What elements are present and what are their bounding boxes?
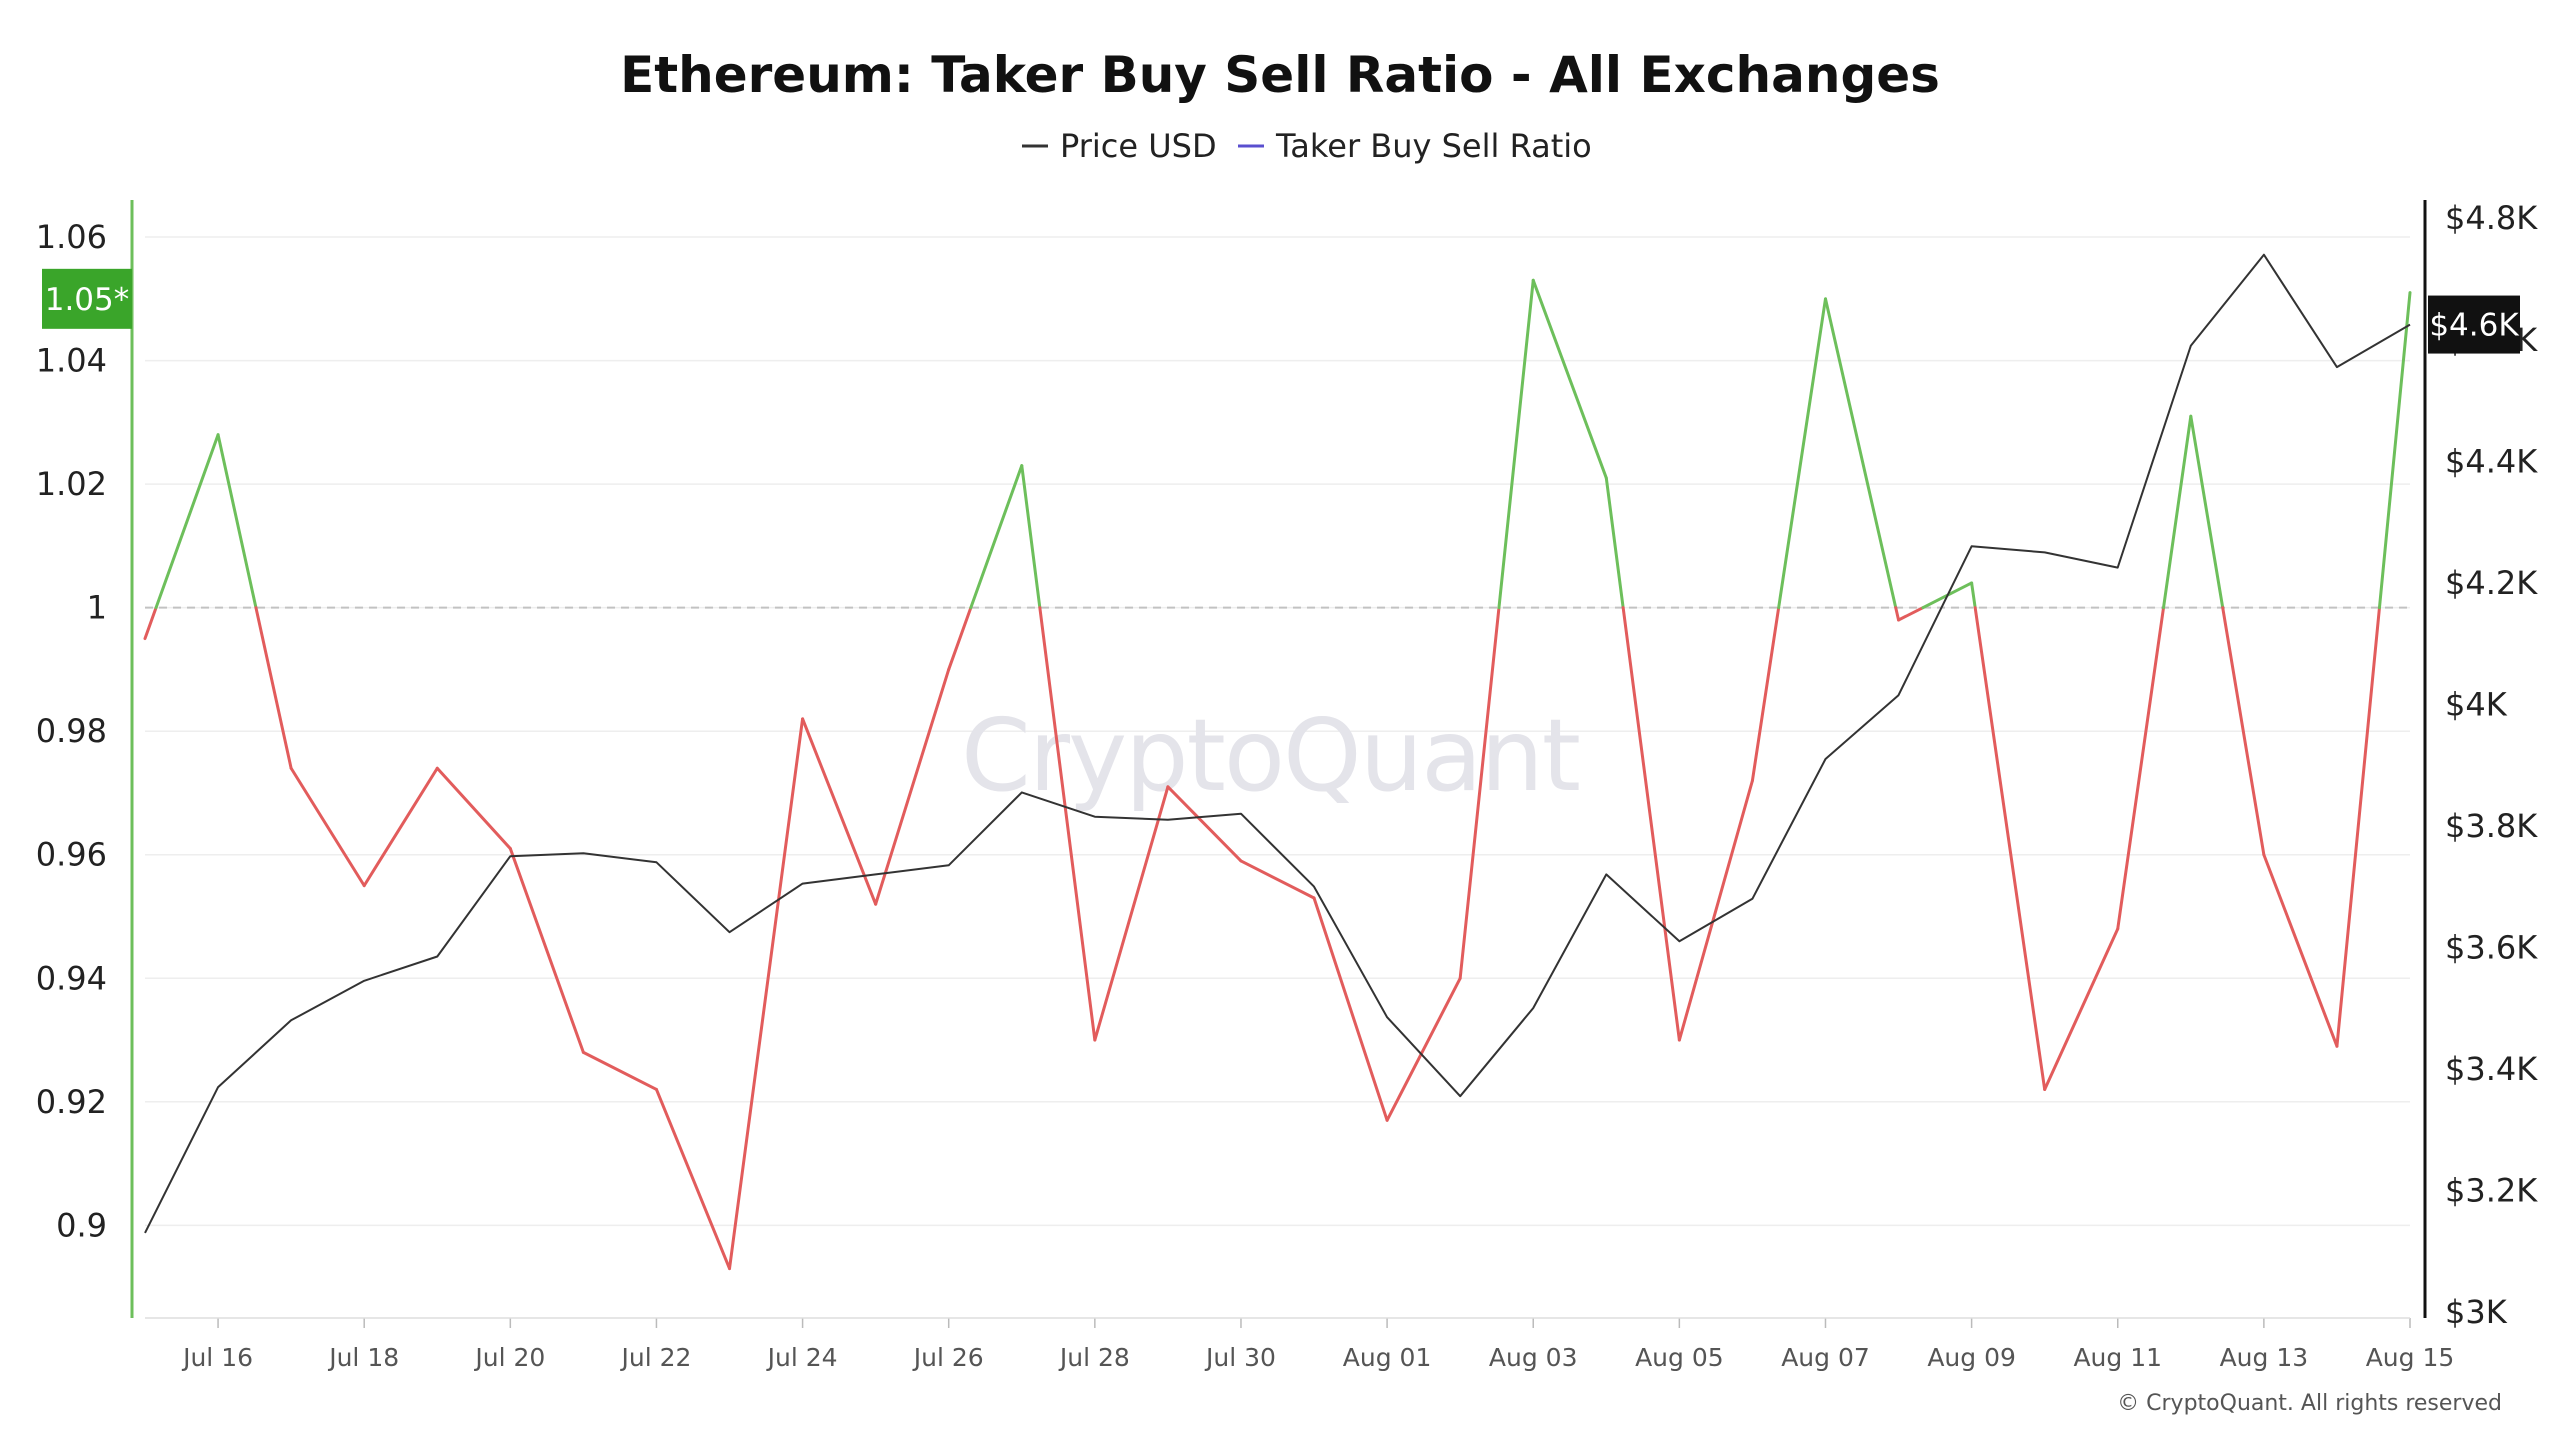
ratio-line-segment — [2262, 853, 2339, 1048]
x-axis-tick-label: Jul 20 — [473, 1343, 545, 1372]
ratio-line-segment — [143, 606, 158, 641]
left-axis-tick-label: 1.02 — [36, 465, 107, 503]
ratio-line-segment — [508, 847, 585, 1054]
x-axis-tick-label: Aug 03 — [1489, 1343, 1578, 1372]
left-axis-tick-label: 0.98 — [36, 712, 107, 750]
left-axis-tick-label: 0.96 — [36, 836, 107, 874]
x-axis-tick-label: Jul 26 — [912, 1343, 984, 1372]
ratio-line-segment — [969, 464, 1024, 610]
ratio-line-segment — [1166, 785, 1243, 863]
ratio-line-segment — [581, 1050, 658, 1091]
right-axis-tick-label: $3K — [2445, 1293, 2508, 1331]
left-current-value-badge — [42, 268, 132, 329]
ratio-line-segment — [1894, 606, 1901, 622]
left-axis-tick-label: 0.9 — [56, 1206, 107, 1244]
ratio-line-segment — [728, 717, 805, 1271]
left-current-value-label: 1.05* — [45, 282, 130, 318]
x-axis-tick-label: Jul 22 — [619, 1343, 691, 1372]
ratio-line-segment — [2189, 414, 2225, 610]
x-axis-tick-label: Jul 18 — [327, 1343, 399, 1372]
legend-label-ratio: Taker Buy Sell Ratio — [1275, 127, 1592, 165]
legend-label-price: Price USD — [1060, 127, 1217, 165]
right-axis-tick-label: $3.6K — [2445, 928, 2538, 966]
x-axis-tick-label: Aug 01 — [1343, 1343, 1432, 1372]
chart-title: Ethereum: Taker Buy Sell Ratio - All Exc… — [620, 46, 1940, 104]
ratio-line-segment — [1621, 606, 1681, 1042]
ratio-line-segment — [2377, 291, 2412, 610]
ratio-line-segment — [254, 606, 293, 770]
x-axis-tick-label: Jul 28 — [1058, 1343, 1130, 1372]
ratio-line-segment — [2043, 927, 2120, 1091]
ratio-line-segment — [154, 433, 220, 610]
ratio-line-segment — [1385, 976, 1462, 1122]
ratio-line-segment — [1312, 896, 1389, 1122]
ratio-line-segment — [1604, 476, 1625, 610]
x-axis-tick-label: Aug 11 — [2073, 1343, 2162, 1372]
ratio-line-segment — [1823, 297, 1898, 610]
ratio-line-segment — [1020, 464, 1042, 610]
ratio-line-segment — [1677, 779, 1754, 1042]
ratio-line-segment — [1038, 606, 1097, 1042]
legend-item-ratio[interactable]: Taker Buy Sell Ratio — [1238, 127, 1592, 165]
right-axis-tick-label: $3.4K — [2445, 1050, 2538, 1088]
ratio-line-segment — [1531, 278, 1608, 480]
ratio-line-segment — [216, 433, 258, 610]
left-axis-tick-label: 1.06 — [36, 218, 107, 256]
x-axis-tick-label: Aug 09 — [1927, 1343, 2016, 1372]
badge-layer: 1.05* $4.6K — [42, 268, 2520, 354]
x-axis-tick-label: Jul 30 — [1204, 1343, 1276, 1372]
price-line — [144, 253, 2411, 1234]
right-axis-tick-label: $4.8K — [2445, 199, 2538, 237]
ratio-line-segment — [1777, 297, 1827, 610]
ticks-layer: 0.9 0.92 0.94 0.96 0.98 1 1.02 1.04 1.06 $3K $3.2K… — [36, 199, 2539, 1372]
legend: Price USD Taker Buy Sell Ratio — [1022, 127, 1592, 165]
legend-item-price[interactable]: Price USD — [1022, 127, 1217, 165]
ratio-line-segment — [1970, 581, 1977, 610]
ratio-line-segment — [2335, 606, 2381, 1048]
ratio-line-segment — [1497, 278, 1535, 610]
ratio-line-segment — [2162, 414, 2193, 610]
ratio-line-segment — [1750, 606, 1781, 783]
x-axis-tick-label: Aug 05 — [1635, 1343, 1724, 1372]
ratio-line-segment — [947, 606, 973, 671]
left-axis-tick-label: 0.94 — [36, 959, 107, 997]
ratio-line-segment — [654, 1087, 732, 1271]
right-current-value-label: $4.6K — [2429, 308, 2519, 344]
right-axis-tick-label: $3.8K — [2445, 807, 2538, 845]
right-axis-tick-label: $4K — [2445, 685, 2508, 723]
ratio-line-segment — [1973, 606, 2047, 1091]
ratio-line-segment — [362, 766, 439, 888]
axes-layer — [130, 200, 2427, 1328]
right-axis-tick-label: $4.2K — [2445, 564, 2538, 602]
left-axis-tick-label: 1.04 — [36, 342, 107, 380]
right-axis-tick-label: $4.4K — [2445, 442, 2538, 480]
ratio-line-segment — [1897, 606, 1925, 622]
ratio-line-segment — [1093, 785, 1170, 1042]
ratio-line-segment — [874, 667, 951, 906]
right-current-value-badge — [2428, 295, 2520, 354]
ratio-line-segment — [1458, 606, 1501, 980]
x-axis-tick-label: Aug 07 — [1781, 1343, 1870, 1372]
x-axis-tick-label: Jul 16 — [181, 1343, 253, 1372]
right-axis-tick-label: $3.2K — [2445, 1171, 2538, 1209]
ratio-line-segment — [801, 717, 878, 906]
copyright-text: © CryptoQuant. All rights reserved — [2117, 1391, 2502, 1416]
ratio-line-segment — [289, 766, 366, 888]
ratio-line-segment — [2221, 606, 2266, 857]
series-layer — [143, 253, 2412, 1271]
x-axis-tick-label: Jul 24 — [766, 1343, 838, 1372]
left-axis-tick-label: 0.92 — [36, 1083, 107, 1121]
ratio-line-segment — [2116, 606, 2166, 931]
ratio-line-segment — [435, 766, 512, 851]
ratio-line-segment — [1239, 859, 1316, 900]
x-axis-tick-label: Aug 13 — [2220, 1343, 2309, 1372]
left-axis-tick-label: 1 — [87, 589, 107, 627]
x-axis-tick-label: Aug 15 — [2366, 1343, 2455, 1372]
